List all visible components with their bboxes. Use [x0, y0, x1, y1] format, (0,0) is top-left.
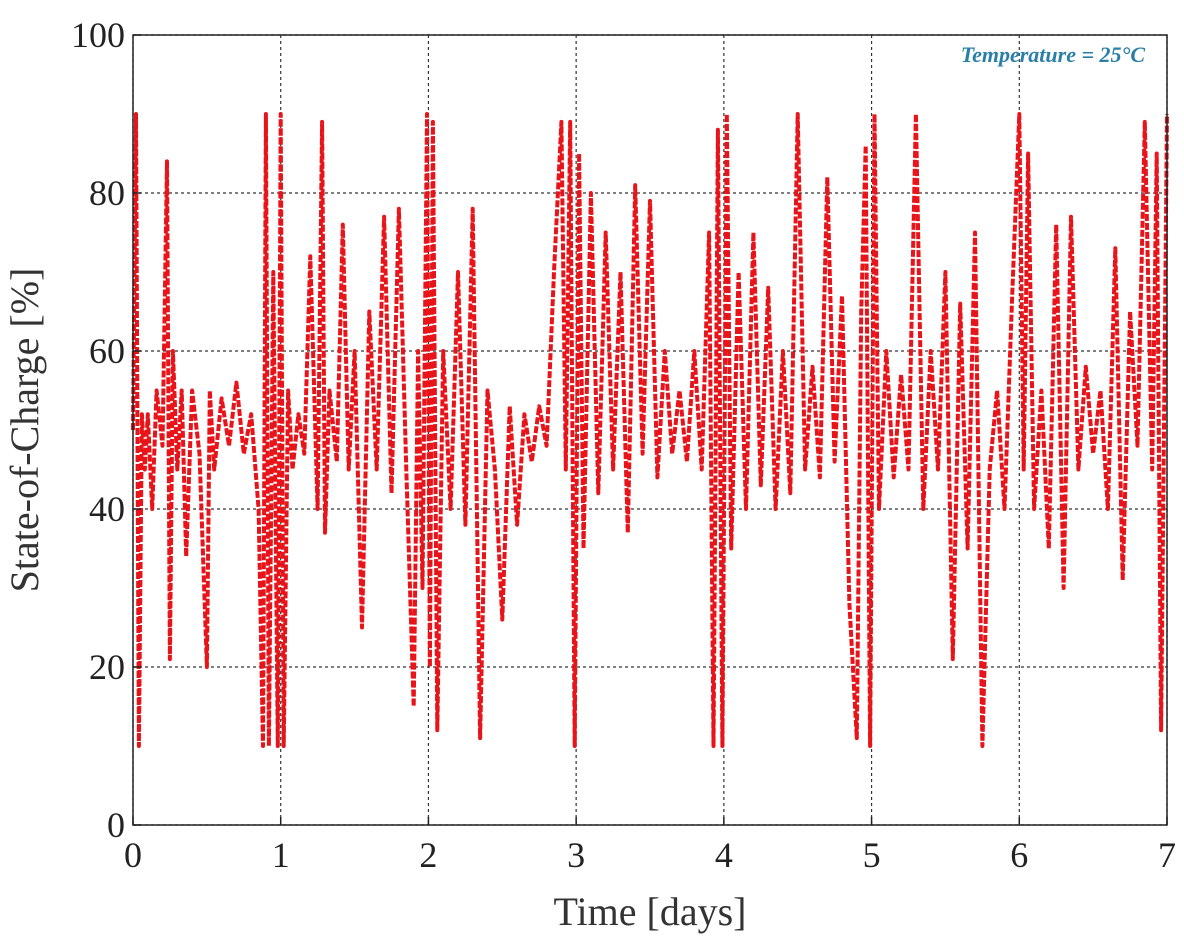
- y-tick-label: 0: [107, 805, 125, 845]
- x-tick-label: 0: [124, 835, 142, 875]
- annotation: Temperature = 25°C: [961, 42, 1146, 67]
- x-tick-label: 2: [419, 835, 437, 875]
- x-tick-label: 4: [715, 835, 733, 875]
- x-tick-label: 1: [272, 835, 290, 875]
- series-line: [131, 112, 1169, 748]
- plot-frame: [132, 34, 1168, 826]
- y-tick-label: 60: [89, 331, 125, 371]
- y-axis-label: State-of-Charge [%]: [2, 268, 47, 593]
- x-tick-label: 3: [567, 835, 585, 875]
- lines: [131, 112, 1169, 748]
- y-tick-label: 80: [89, 173, 125, 213]
- y-tick-label: 20: [89, 647, 125, 687]
- x-tick-label: 6: [1010, 835, 1028, 875]
- x-axis-label: Time [days]: [554, 889, 747, 934]
- y-tick-label: 40: [89, 489, 125, 529]
- y-tick-label: 100: [71, 15, 125, 55]
- x-tick-label: 7: [1158, 835, 1176, 875]
- x-tick-label: 5: [863, 835, 881, 875]
